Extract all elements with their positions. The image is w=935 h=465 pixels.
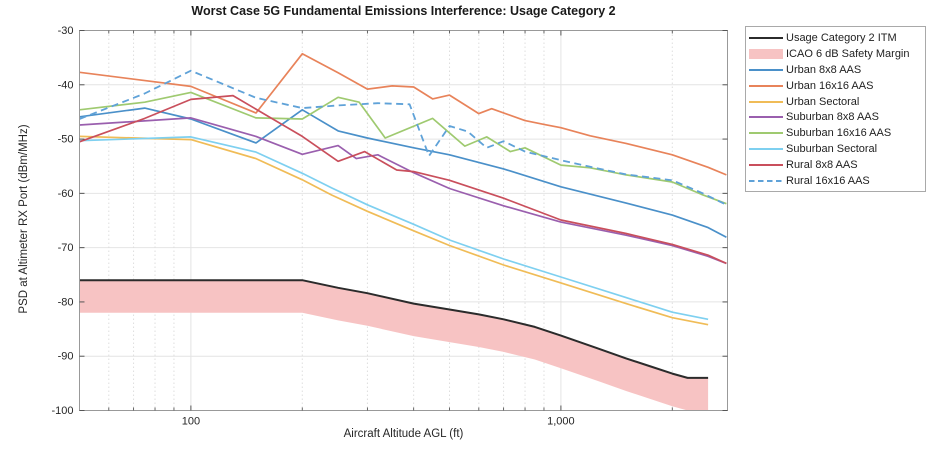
y-tick-label: -40 <box>58 79 74 91</box>
series-rural-8x8-aas <box>79 94 727 265</box>
series-urban-sectoral <box>79 135 709 326</box>
y-tick-label: -30 <box>58 25 74 37</box>
axes-box <box>79 30 728 411</box>
legend-item: Rural 8x8 AAS <box>746 157 925 173</box>
y-tick-label: -100 <box>51 405 73 417</box>
legend-item: Usage Category 2 ITM <box>746 30 925 46</box>
legend-label: Suburban 16x16 AAS <box>786 127 892 140</box>
legend-patch-swatch <box>746 48 786 60</box>
x-tick-label: 1,000 <box>547 416 575 428</box>
legend-line-swatch <box>746 96 786 108</box>
chart-title: Worst Case 5G Fundamental Emissions Inte… <box>191 4 616 18</box>
legend: Usage Category 2 ITM ICAO 6 dB Safety Mar… <box>745 26 926 192</box>
series-suburban-sectoral <box>79 136 709 321</box>
y-tick-label: -60 <box>58 188 74 200</box>
x-tick-label: 100 <box>182 416 200 428</box>
legend-line-swatch <box>746 80 786 92</box>
series-group <box>79 52 727 411</box>
legend-item: Suburban Sectoral <box>746 141 925 157</box>
plot-area: 100 1,000 -30 -40 -50 -60 -70 -80 -90 -100 <box>51 25 728 428</box>
legend-item: Suburban 8x8 AAS <box>746 109 925 125</box>
legend-label: Suburban Sectoral <box>786 143 878 156</box>
legend-line-swatch <box>746 143 786 155</box>
legend-item: Suburban 16x16 AAS <box>746 125 925 141</box>
band-icao-6-db-safety-margin <box>79 280 709 411</box>
legend-item: Urban 16x16 AAS <box>746 78 925 94</box>
tick-labels: 100 1,000 -30 -40 -50 -60 -70 -80 -90 -100 <box>51 25 574 428</box>
ticks <box>79 30 728 411</box>
legend-line-swatch <box>746 127 786 139</box>
legend-item: Rural 16x16 AAS <box>746 173 925 189</box>
legend-label: ICAO 6 dB Safety Margin <box>786 47 910 60</box>
y-tick-label: -90 <box>58 351 74 363</box>
series-urban-16x16-aas <box>79 52 727 176</box>
y-tick-label: -70 <box>58 242 74 254</box>
y-axis-label: PSD at Altimeter RX Port (dBm/MHz) <box>18 124 30 314</box>
legend-label: Urban Sectoral <box>786 95 860 108</box>
legend-line-swatch <box>746 32 786 44</box>
legend-line-swatch <box>746 159 786 171</box>
legend-label: Rural 8x8 AAS <box>786 159 858 172</box>
series-urban-8x8-aas <box>79 107 727 239</box>
legend-label: Suburban 8x8 AAS <box>786 111 879 124</box>
series-rural-16x16-aas <box>79 69 727 206</box>
legend-line-swatch <box>746 111 786 123</box>
legend-line-swatch <box>746 175 786 187</box>
legend-item: ICAO 6 dB Safety Margin <box>746 46 925 62</box>
y-tick-label: -50 <box>58 134 74 146</box>
legend-label: Urban 16x16 AAS <box>786 79 874 92</box>
legend-item: Urban 8x8 AAS <box>746 62 925 78</box>
legend-label: Urban 8x8 AAS <box>786 63 862 76</box>
x-axis-label: Aircraft Altitude AGL (ft) <box>343 428 464 440</box>
series-usage-category-2-itm <box>79 279 709 379</box>
y-tick-label: -80 <box>58 296 74 308</box>
series-suburban-16x16-aas <box>79 91 727 205</box>
series-suburban-8x8-aas <box>79 117 727 265</box>
legend-line-swatch <box>746 64 786 76</box>
legend-label: Usage Category 2 ITM <box>786 31 897 44</box>
legend-label: Rural 16x16 AAS <box>786 174 870 187</box>
legend-item: Urban Sectoral <box>746 94 925 110</box>
